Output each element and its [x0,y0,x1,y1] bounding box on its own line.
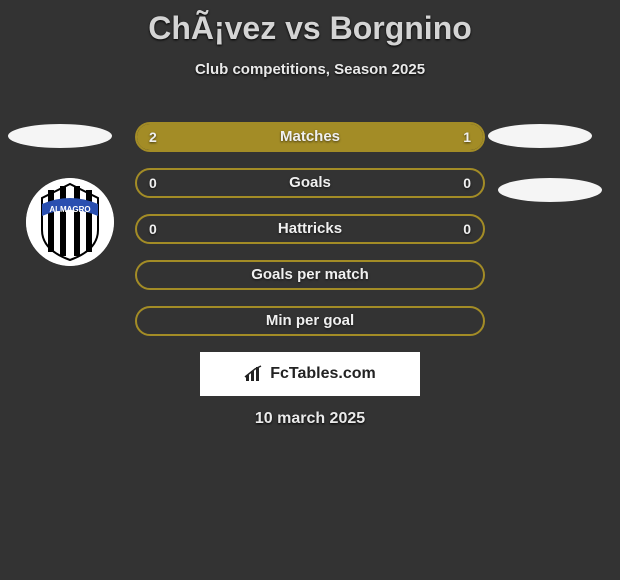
stat-row-goals-per-match: Goals per match [135,260,485,290]
stat-label: Min per goal [137,308,483,334]
player-right-photo-placeholder [488,124,592,148]
club-right-logo-placeholder [498,178,602,202]
stat-row-matches: 2 Matches 1 [135,122,485,152]
bar-chart-icon [244,365,264,383]
stat-value-right: 1 [463,124,471,150]
player-left-photo-placeholder [8,124,112,148]
page-title: ChÃ¡vez vs Borgnino [0,0,620,47]
stat-value-right: 0 [463,216,471,242]
attribution-text: FcTables.com [270,365,376,383]
date-label: 10 march 2025 [0,410,620,428]
stats-container: 2 Matches 1 0 Goals 0 0 Hattricks 0 Goal… [135,122,485,352]
stat-row-min-per-goal: Min per goal [135,306,485,336]
stat-label: Goals per match [137,262,483,288]
stat-row-goals: 0 Goals 0 [135,168,485,198]
stat-label: Matches [137,124,483,150]
subtitle: Club competitions, Season 2025 [0,61,620,78]
stat-label: Hattricks [137,216,483,242]
stat-label: Goals [137,170,483,196]
club-left-badge: ALMAGRO [26,178,114,266]
badge-text: ALMAGRO [49,205,90,214]
attribution-box: FcTables.com [200,352,420,396]
stat-value-right: 0 [463,170,471,196]
stat-row-hattricks: 0 Hattricks 0 [135,214,485,244]
